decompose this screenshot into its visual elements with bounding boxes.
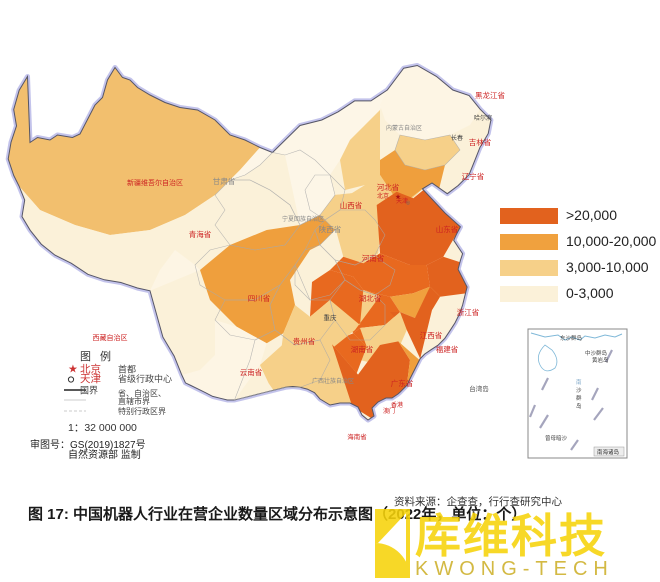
svg-text:黄岩岛: 黄岩岛 <box>592 356 609 364</box>
svg-text:沙: 沙 <box>576 387 582 394</box>
svg-text:贵州省: 贵州省 <box>293 336 316 346</box>
svg-text:长春: 长春 <box>451 134 463 142</box>
svg-text:国界: 国界 <box>80 386 98 396</box>
svg-text:省级行政中心: 省级行政中心 <box>118 373 172 384</box>
svg-text:宁夏回族自治区: 宁夏回族自治区 <box>282 215 324 223</box>
svg-text:天津: 天津 <box>80 373 101 385</box>
svg-text:河北省: 河北省 <box>377 182 400 192</box>
svg-text:东沙群岛: 东沙群岛 <box>560 334 583 342</box>
svg-text:重庆: 重庆 <box>324 313 338 322</box>
svg-text:0-3,000: 0-3,000 <box>566 285 614 301</box>
svg-text:吉林省: 吉林省 <box>469 137 492 147</box>
svg-text:内蒙古自治区: 内蒙古自治区 <box>386 124 422 132</box>
svg-text:青海省: 青海省 <box>189 229 212 239</box>
svg-text:甘肃省: 甘肃省 <box>213 176 236 186</box>
svg-text:★: ★ <box>68 364 78 376</box>
svg-text:山东省: 山东省 <box>436 224 459 234</box>
svg-text:>20,000: >20,000 <box>566 207 617 223</box>
svg-text:广东省: 广东省 <box>391 378 414 388</box>
svg-text:中沙群岛: 中沙群岛 <box>585 349 608 357</box>
svg-text:南海诸岛: 南海诸岛 <box>597 448 620 456</box>
svg-text:3,000-10,000: 3,000-10,000 <box>566 259 649 275</box>
svg-text:海南省: 海南省 <box>347 432 367 441</box>
svg-text:◎: ◎ <box>406 200 411 206</box>
svg-text:首都: 首都 <box>118 364 136 375</box>
svg-text:群: 群 <box>576 394 582 402</box>
svg-text:哈尔滨: 哈尔滨 <box>474 114 492 122</box>
svg-text:浙江省: 浙江省 <box>457 307 480 317</box>
svg-text:湖南省: 湖南省 <box>351 344 374 354</box>
svg-text:南: 南 <box>576 378 582 386</box>
svg-text:直辖市界: 直辖市界 <box>118 396 150 406</box>
svg-text:图 例: 图 例 <box>80 349 114 363</box>
svg-text:河南省: 河南省 <box>362 253 385 263</box>
svg-text:特别行政区界: 特别行政区界 <box>118 406 166 416</box>
svg-text:新疆维吾尔自治区: 新疆维吾尔自治区 <box>127 178 183 187</box>
svg-text:自然资源部 监制: 自然资源部 监制 <box>68 448 141 461</box>
svg-text:江西省: 江西省 <box>420 330 443 340</box>
svg-text:四川省: 四川省 <box>248 293 271 303</box>
svg-text:黑龙江省: 黑龙江省 <box>475 90 505 100</box>
svg-text:★: ★ <box>395 193 401 201</box>
svg-text:北京: 北京 <box>377 192 389 200</box>
svg-text:1：32 000 000: 1：32 000 000 <box>68 422 137 434</box>
svg-text:陕西省: 陕西省 <box>319 224 342 234</box>
svg-text:西藏自治区: 西藏自治区 <box>93 333 128 342</box>
svg-text:广西壮族自治区: 广西壮族自治区 <box>312 377 354 385</box>
svg-text:福建省: 福建省 <box>436 344 459 354</box>
svg-text:云南省: 云南省 <box>240 367 263 377</box>
svg-text:香港: 香港 <box>391 401 403 409</box>
svg-text:曾母暗沙: 曾母暗沙 <box>545 434 568 442</box>
svg-text:辽宁省: 辽宁省 <box>462 171 485 181</box>
svg-text:湖北省: 湖北省 <box>359 293 382 303</box>
svg-text:10,000-20,000: 10,000-20,000 <box>566 233 657 249</box>
svg-text:库维科技: 库维科技 <box>415 510 607 562</box>
svg-text:澳门: 澳门 <box>383 407 395 415</box>
svg-text:山西省: 山西省 <box>340 200 363 210</box>
svg-text:岛: 岛 <box>576 402 582 410</box>
svg-text:KWONG-TECH: KWONG-TECH <box>415 558 614 580</box>
svg-text:台湾岛: 台湾岛 <box>469 384 489 393</box>
